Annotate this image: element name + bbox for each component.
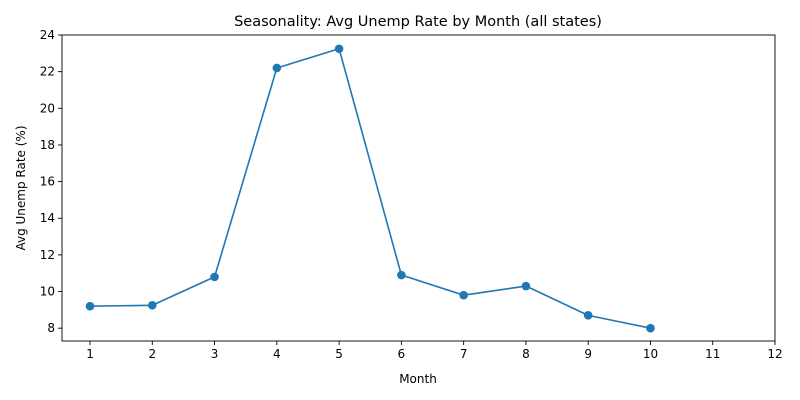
data-point <box>85 301 95 311</box>
y-tick-label: 12 <box>40 248 55 262</box>
plot-area <box>61 34 776 342</box>
x-tick-label: 6 <box>398 347 406 361</box>
y-axis-label: Avg Unemp Rate (%) <box>14 125 28 250</box>
data-point <box>521 281 531 291</box>
data-point <box>397 270 406 280</box>
x-tick-label: 2 <box>148 347 156 361</box>
x-tick-label: 11 <box>705 347 720 361</box>
y-tick-label: 18 <box>40 138 55 152</box>
x-tick-label: 5 <box>335 347 343 361</box>
series-layer <box>85 44 655 333</box>
plot-frame <box>61 34 776 342</box>
series-line <box>90 47 651 329</box>
x-axis-label: Month <box>399 372 437 386</box>
y-tick-label: 24 <box>40 28 55 42</box>
y-axis: 8 10 12 14 16 18 20 22 24 <box>40 28 62 335</box>
x-tick-label: 7 <box>460 347 468 361</box>
x-tick-label: 4 <box>273 347 281 361</box>
y-tick-label: 8 <box>47 321 55 335</box>
x-tick-label: 9 <box>584 347 592 361</box>
x-axis: 1 2 3 4 5 6 7 8 9 10 11 12 <box>86 341 783 361</box>
x-tick-label: 12 <box>767 347 782 361</box>
y-tick-label: 14 <box>40 211 55 225</box>
x-tick-label: 3 <box>211 347 219 361</box>
x-tick-label: 8 <box>522 347 530 361</box>
y-tick-label: 10 <box>40 285 55 299</box>
data-point <box>334 44 344 54</box>
x-tick-label: 1 <box>86 347 94 361</box>
data-point <box>459 290 468 300</box>
data-point <box>210 272 219 282</box>
data-point <box>646 323 655 333</box>
data-point <box>583 311 593 320</box>
x-tick-label: 10 <box>643 347 658 361</box>
data-point <box>272 63 282 73</box>
y-tick-label: 22 <box>40 65 55 79</box>
y-tick-label: 20 <box>40 101 55 115</box>
data-point <box>147 300 157 310</box>
y-tick-label: 16 <box>40 175 55 189</box>
chart-title: Seasonality: Avg Unemp Rate by Month (al… <box>234 14 602 30</box>
